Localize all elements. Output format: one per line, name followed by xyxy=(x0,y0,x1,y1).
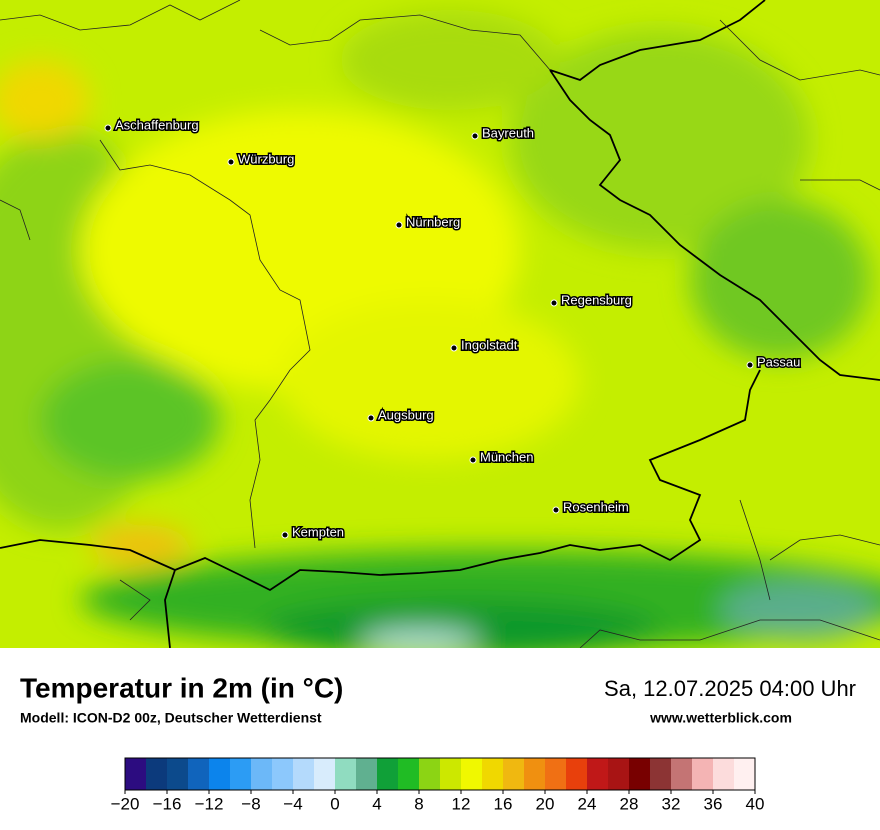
colorbar-tick-label: 16 xyxy=(494,794,513,813)
city-label: Bayreuth xyxy=(482,125,534,140)
colorbar-tick-label: −8 xyxy=(241,794,260,813)
colorbar-tick-label: 28 xyxy=(620,794,639,813)
city-marker xyxy=(367,414,375,422)
colorbar-segment xyxy=(293,758,315,790)
colorbar-segment xyxy=(377,758,399,790)
colorbar-segment xyxy=(335,758,357,790)
colorbar-segment xyxy=(125,758,147,790)
website: www.wetterblick.com xyxy=(649,710,792,726)
colorbar-segment xyxy=(566,758,588,790)
city-marker xyxy=(550,299,558,307)
colorbar-segment xyxy=(713,758,735,790)
colorbar-tick-label: 12 xyxy=(452,794,471,813)
colorbar-tick-label: 36 xyxy=(704,794,723,813)
colorbar-tick-label: 32 xyxy=(662,794,681,813)
colorbar-tick-label: 8 xyxy=(414,794,423,813)
colorbar-segment xyxy=(146,758,168,790)
colorbar-segment xyxy=(608,758,630,790)
city-marker xyxy=(469,456,477,464)
colorbar-tick-label: 24 xyxy=(578,794,597,813)
colorbar-segment xyxy=(650,758,672,790)
city-label: Augsburg xyxy=(378,407,434,422)
city-label: München xyxy=(480,449,533,464)
colorbar-tick-label: −16 xyxy=(153,794,182,813)
city-label: Kempten xyxy=(292,524,344,539)
colorbar-segment xyxy=(503,758,525,790)
colorbar-segment xyxy=(419,758,441,790)
colorbar-tick-label: 20 xyxy=(536,794,555,813)
temperature-map xyxy=(0,0,880,648)
colorbar-tick-label: 0 xyxy=(330,794,339,813)
colorbar-segment xyxy=(251,758,273,790)
city-label: Rosenheim xyxy=(563,499,629,514)
colorbar-segment xyxy=(545,758,567,790)
city-label: Aschaffenburg xyxy=(115,117,199,132)
colorbar-tick-label: −20 xyxy=(111,794,140,813)
city-label: Passau xyxy=(757,354,800,369)
city-label: Regensburg xyxy=(561,292,632,307)
colorbar-tick-label: −4 xyxy=(283,794,302,813)
city-marker xyxy=(227,158,235,166)
colorbar-segment xyxy=(692,758,714,790)
colorbar-segment xyxy=(587,758,609,790)
colorbar: −20 −16 −12 −8 −4 0 4 8 12 16 20 24 28 32 36 40 xyxy=(111,757,765,813)
colorbar-segment xyxy=(671,758,693,790)
city-label: Würzburg xyxy=(238,151,294,166)
colorbar-tick-label: −12 xyxy=(195,794,224,813)
colorbar-segment xyxy=(734,758,756,790)
city-marker xyxy=(471,132,479,140)
city-marker xyxy=(395,221,403,229)
forecast-datetime: Sa, 12.07.2025 04:00 Uhr xyxy=(604,676,856,701)
colorbar-segment xyxy=(482,758,504,790)
colorbar-segment xyxy=(524,758,546,790)
colorbar-tick-label: 40 xyxy=(746,794,765,813)
city-marker xyxy=(552,506,560,514)
city-marker xyxy=(281,531,289,539)
colorbar-tick-label: 4 xyxy=(372,794,381,813)
colorbar-segment xyxy=(209,758,231,790)
colorbar-segment xyxy=(272,758,294,790)
colorbar-segment xyxy=(230,758,252,790)
colorbar-segment xyxy=(356,758,378,790)
colorbar-segment xyxy=(440,758,462,790)
colorbar-segment xyxy=(314,758,336,790)
city-label: Nürnberg xyxy=(406,214,460,229)
map-title: Temperatur in 2m (in °C) xyxy=(20,672,343,703)
colorbar-segment xyxy=(167,758,189,790)
colorbar-frame xyxy=(124,757,756,791)
city-marker xyxy=(450,344,458,352)
colorbar-segment xyxy=(461,758,483,790)
city-marker xyxy=(746,361,754,369)
map-subtitle: Modell: ICON-D2 00z, Deutscher Wetterdie… xyxy=(20,710,322,726)
city-label: Ingolstadt xyxy=(461,337,518,352)
colorbar-segment xyxy=(398,758,420,790)
colorbar-segment xyxy=(188,758,210,790)
city-marker xyxy=(104,124,112,132)
colorbar-segment xyxy=(629,758,651,790)
